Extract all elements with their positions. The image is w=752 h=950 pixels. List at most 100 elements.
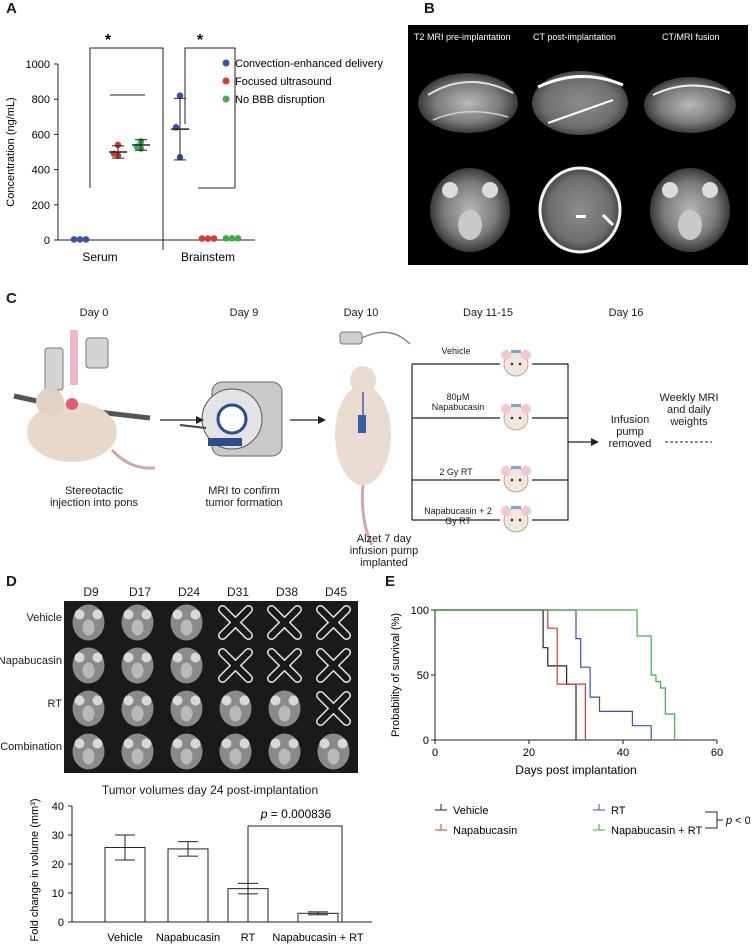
ytick-label: 600 xyxy=(32,129,50,141)
data-point xyxy=(222,234,230,242)
data-point xyxy=(234,234,242,242)
km-legend-rt: RT xyxy=(611,805,626,817)
sig-star-2: * xyxy=(197,32,204,49)
data-point xyxy=(114,141,122,149)
mri-scan-cell xyxy=(219,690,252,727)
km-xtick-label: 0 xyxy=(432,747,438,759)
survival-curve xyxy=(435,609,676,740)
data-point xyxy=(228,234,236,242)
bar-ytick-label: 0 xyxy=(58,917,64,929)
step-stereotactic: Stereotactic injection into pons xyxy=(49,485,139,509)
mri-scan-cell xyxy=(121,647,154,684)
panel-a-svg: 0 200 400 600 800 1000 * * Serum Brainstem Co… xyxy=(5,32,383,264)
sagittal-fusion xyxy=(644,77,736,133)
mri-scan-cell xyxy=(170,604,203,641)
timepoint-label: D31 xyxy=(226,585,250,599)
deceased-x-mark xyxy=(218,648,253,683)
survival-curve xyxy=(435,609,652,740)
p-value-bracket xyxy=(247,825,343,922)
panel-label-e: E xyxy=(385,573,396,590)
km-ytick-label: 100 xyxy=(411,605,429,617)
mri-scan-cell xyxy=(72,647,105,684)
bar-ytick-label: 10 xyxy=(52,888,64,900)
row-label: Napabucasin xyxy=(0,655,62,667)
day-0: Day 0 xyxy=(79,307,109,319)
legend-dot-ced xyxy=(222,59,230,67)
arm-combination: Napabucasin + 2 Gy RT xyxy=(424,506,492,526)
arm-napabucasin: 80μM Napabucasin xyxy=(431,392,485,412)
km-legend: Vehicle RT Napabucasin Napabucasin + RT … xyxy=(435,804,750,837)
axial-ct xyxy=(540,168,620,252)
p-value-label: p = 0.000836 xyxy=(260,807,332,821)
timepoint-label: D17 xyxy=(128,585,152,599)
deceased-x-mark xyxy=(316,691,351,726)
bar-ytick-label: 20 xyxy=(52,859,64,871)
day-9: Day 9 xyxy=(229,307,259,319)
timepoint-label: D9 xyxy=(83,585,99,599)
data-point xyxy=(210,235,218,242)
km-legend-vehicle: Vehicle xyxy=(453,805,488,817)
timepoint-label: D38 xyxy=(275,585,299,599)
legend-marker-napabucasin xyxy=(435,824,447,831)
km-legend-napabucasin: Napabucasin xyxy=(453,825,517,837)
ytick-label: 200 xyxy=(32,200,50,212)
ytick-label: 400 xyxy=(32,165,50,177)
legend-marker-vehicle xyxy=(435,804,447,811)
bar xyxy=(104,846,146,923)
mri-scan-cell xyxy=(72,604,105,641)
bar-category-label: Napabucasin + RT xyxy=(272,932,363,944)
pump-removed: Infusion pump removed xyxy=(608,414,652,450)
mri-scan-cell xyxy=(72,733,105,770)
pump-mouse-illustration xyxy=(335,331,411,546)
mri-scan-cell xyxy=(121,604,154,641)
caption-fusion: CT/MRI fusion xyxy=(662,32,720,42)
legend-marker-combination xyxy=(593,824,605,831)
arm-lines xyxy=(412,363,500,521)
day-10: Day 10 xyxy=(343,307,379,319)
arm-vehicle: Vehicle xyxy=(441,346,471,356)
mri-timecourse-grid xyxy=(64,601,358,773)
scan-images xyxy=(418,71,736,254)
treatment-mouse xyxy=(501,404,531,431)
bar-chart: 0 10 20 30 40 Vehicle Napabucasin RT Napabucasi… xyxy=(29,798,372,944)
pvalue-bracket xyxy=(705,811,723,829)
km-ytick-label: 0 xyxy=(423,735,429,747)
km-legend-combination: Napabucasin + RT xyxy=(611,825,702,837)
km-xlabel: Days post implantation xyxy=(515,763,636,777)
bar-ytick-label: 40 xyxy=(52,801,64,813)
bar-category-label: RT xyxy=(241,932,256,944)
data-point xyxy=(76,236,84,243)
mri-ct-figure: T2 MRI pre-implantation CT post-implanta… xyxy=(408,25,748,265)
day-11-15: Day 11-15 xyxy=(463,307,513,319)
panel-label-b: B xyxy=(424,0,435,17)
step-mri: MRI to confirm tumor formation xyxy=(205,485,283,509)
km-xtick-label: 20 xyxy=(523,747,535,759)
mri-scan-cell xyxy=(219,733,252,770)
survival-curve xyxy=(435,609,577,740)
group-label-serum: Serum xyxy=(82,250,117,264)
panel-label-d: D xyxy=(6,573,17,590)
legend-ced: Convection-enhanced delivery xyxy=(235,58,383,70)
deceased-x-mark xyxy=(316,605,351,640)
caption-t2-mri: T2 MRI pre-implantation xyxy=(414,32,511,42)
row-label: RT xyxy=(47,698,62,710)
survival-curve xyxy=(435,609,586,740)
bar-category-label: Vehicle xyxy=(107,932,142,944)
data-point xyxy=(176,92,184,99)
deceased-x-mark xyxy=(218,605,253,640)
legend-marker-rt xyxy=(593,804,605,811)
followup-label: Weekly MRI and daily weights xyxy=(659,392,719,428)
bar xyxy=(167,848,209,923)
bar-ylabel: Fold change in volume (mm³) xyxy=(29,798,41,941)
sagittal-ct xyxy=(532,71,628,135)
group-label-brainstem: Brainstem xyxy=(181,250,235,264)
legend-nobbb: No BBB disruption xyxy=(235,94,325,106)
deceased-x-mark xyxy=(267,605,302,640)
km-xtick-label: 60 xyxy=(711,747,723,759)
ytick-label: 1000 xyxy=(26,59,50,71)
step-pump: Alzet 7 day infusion pump implanted xyxy=(349,533,419,569)
legend-dot-nobbb xyxy=(222,95,230,103)
row-label: Vehicle xyxy=(26,612,62,624)
mri-scan-cell xyxy=(170,690,203,727)
mri-scan-cell xyxy=(121,690,154,727)
